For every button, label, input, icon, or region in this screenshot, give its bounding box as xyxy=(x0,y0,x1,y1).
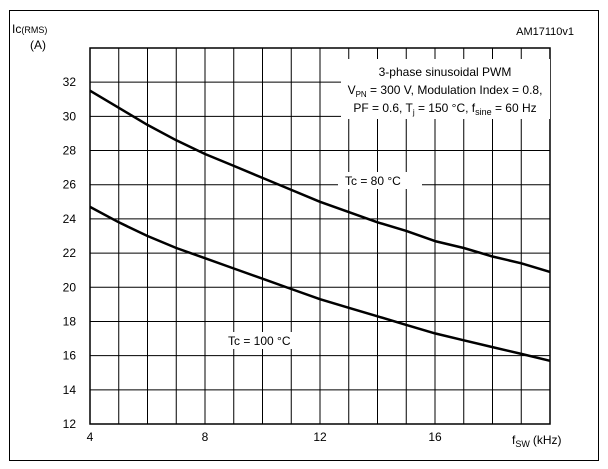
series-label-100: Tc = 100 °C xyxy=(228,334,291,348)
series-label-100-bg xyxy=(222,332,314,349)
series-line-0 xyxy=(89,89,551,274)
y-axis-label: Ic(RMS) xyxy=(12,22,47,36)
x-tick-label: 8 xyxy=(202,430,209,444)
y-tick-label: 26 xyxy=(63,178,77,192)
annotation-line3: PF = 0.6, Tj = 150 °C, fsine = 60 Hz xyxy=(353,101,536,117)
y-tick-label: 14 xyxy=(63,383,77,397)
x-tick-label: 12 xyxy=(313,430,327,444)
annotation-box xyxy=(341,59,550,119)
y-tick-label: 16 xyxy=(63,349,77,363)
series-layer xyxy=(89,89,551,363)
chart-frame: 12 14 16 18 20 22 24 26 28 30 32 4 8 12 16 Ic(RMS) (A)… xyxy=(9,10,599,461)
y-tick-label: 20 xyxy=(63,280,77,294)
y-tick-label: 22 xyxy=(63,246,77,260)
series-label-80-bg xyxy=(338,172,422,189)
annotation-line1: 3-phase sinusoidal PWM xyxy=(379,65,512,79)
y-tick-label: 28 xyxy=(63,144,77,158)
y-tick-label: 12 xyxy=(63,417,77,431)
y-tick-label: 32 xyxy=(63,75,77,89)
annotation-line2: VPN = 300 V, Modulation Index = 0.8, xyxy=(348,83,543,99)
series-label-80: Tc = 80 °C xyxy=(345,174,401,188)
y-tick-label: 18 xyxy=(63,314,77,328)
x-tick-label: 4 xyxy=(87,430,94,444)
y-tick-label: 24 xyxy=(63,212,77,226)
plot-border xyxy=(89,47,551,425)
figure-id: AM17110v1 xyxy=(516,26,574,38)
series-line-1 xyxy=(89,205,551,363)
chart-svg: 12 14 16 18 20 22 24 26 28 30 32 4 8 12 16 Ic(RMS) (A)… xyxy=(12,22,574,449)
axes-layer: 12 14 16 18 20 22 24 26 28 30 32 4 8 12 16 xyxy=(63,47,551,444)
y-tick-label: 30 xyxy=(63,109,77,123)
x-tick-label: 16 xyxy=(428,430,442,444)
y-axis-unit: (A) xyxy=(30,38,46,52)
x-axis-label: fSW (kHz) xyxy=(512,433,562,449)
